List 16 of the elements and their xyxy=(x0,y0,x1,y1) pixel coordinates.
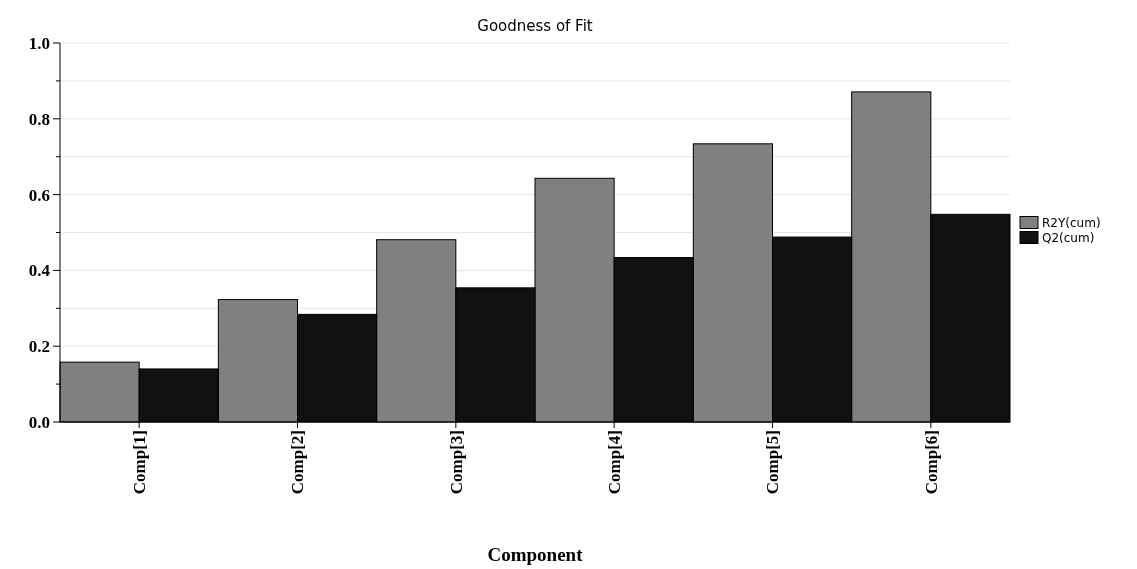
chart-title: Goodness of Fit xyxy=(477,17,593,35)
legend-label: Q2(cum) xyxy=(1042,230,1095,245)
y-tick-label: 1.0 xyxy=(28,33,50,53)
x-tick-label: Comp[5] xyxy=(763,430,783,495)
y-tick-label: 0.0 xyxy=(28,412,50,432)
y-tick-label: 0.4 xyxy=(28,261,51,281)
y-tick-label: 0.6 xyxy=(28,185,50,205)
x-axis-title: Component xyxy=(487,544,584,565)
x-tick-label: Comp[3] xyxy=(446,430,466,495)
x-tick-label: Comp[4] xyxy=(605,430,625,495)
x-tick-label: Comp[6] xyxy=(921,430,941,495)
x-tick-label: Comp[2] xyxy=(288,430,308,495)
y-tick-label: 0.2 xyxy=(28,337,50,357)
legend-label: R2Y(cum) xyxy=(1042,215,1101,230)
x-tick-label: Comp[1] xyxy=(130,430,150,495)
y-tick-label: 0.8 xyxy=(28,109,50,129)
